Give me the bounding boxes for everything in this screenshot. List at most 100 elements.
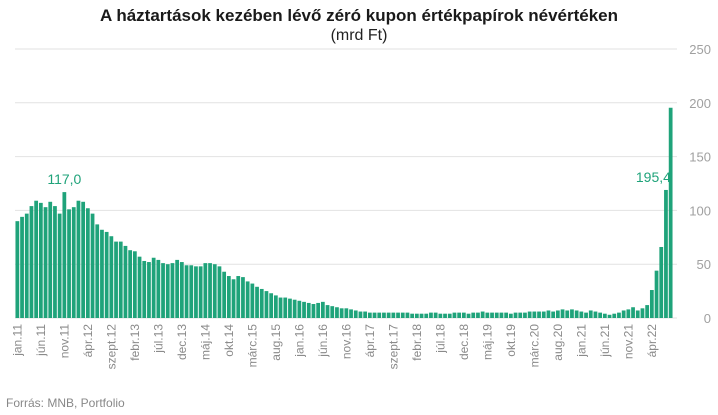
bar [490,312,494,318]
x-tick-label: dec.18 [457,324,471,360]
bar [527,311,532,318]
bar [104,231,109,318]
bar [95,224,100,318]
bar [81,201,86,318]
x-tick-label: szept.12 [104,324,118,370]
bar [443,313,447,318]
bar [344,308,349,318]
x-tick-label: nov.16 [339,324,353,359]
bar [76,200,81,318]
bar [367,312,372,318]
bar [236,276,241,318]
bar [363,311,368,318]
bar [306,302,311,318]
bar [565,310,570,318]
x-tick-label: máj.14 [198,324,212,360]
bar [494,312,499,318]
bar [170,263,175,318]
x-tick-label: aug.20 [551,324,565,361]
bar [62,192,67,318]
bar [288,298,292,318]
bar [212,264,217,318]
bar [132,251,137,318]
bar [424,313,429,318]
bar [659,246,664,318]
x-tick-label: jan.11 [10,324,24,357]
x-tick-label: aug.15 [269,324,283,361]
y-tick-label: 150 [689,150,711,165]
bar [480,311,485,318]
bar [20,216,24,318]
bar [668,107,673,318]
bar [405,312,410,318]
bar [391,312,396,318]
bar [283,297,288,318]
bar [118,241,123,318]
x-tick-label: szept.17 [386,324,400,370]
bar [241,277,245,318]
bar [508,313,513,318]
bar [142,260,147,318]
bar [466,313,471,318]
bar [645,305,650,318]
bar [29,206,34,318]
x-tick-label: ápr.22 [645,324,659,358]
x-tick-label: okt.19 [504,324,518,357]
bar [664,189,668,318]
x-tick-label: febr.13 [128,324,142,361]
bar [269,293,274,318]
bar [184,265,189,318]
bar [513,312,518,318]
bar [476,312,480,318]
bar [607,314,612,318]
bar [598,312,603,318]
bar [297,300,302,318]
x-tick-label: ápr.17 [363,324,377,358]
bar [100,229,104,318]
bar [198,266,203,318]
bar [649,290,654,318]
y-tick-label: 100 [689,203,711,218]
x-tick-label: júl.13 [151,324,165,354]
x-tick-label: febr.18 [410,324,424,361]
bar [147,262,151,318]
bar [151,257,156,318]
bar [485,312,490,318]
bar [372,312,377,318]
bar [123,245,128,318]
chart-title: A háztartások kezében lévő zéró kupon ér… [99,6,619,25]
bar [438,313,443,318]
bar [452,312,457,318]
bar [386,312,391,318]
bar [250,283,255,318]
bar [584,312,588,318]
bar [85,208,90,318]
bar [400,312,405,318]
bar [208,263,212,318]
bar [217,266,222,318]
bar [555,310,560,318]
bar [358,311,363,318]
bar [278,297,283,318]
bar [156,259,161,318]
bar [499,312,504,318]
bar [128,250,133,318]
y-tick-label: 200 [689,96,711,111]
bar [560,309,565,318]
bar [259,288,264,318]
bar [222,271,227,318]
x-tick-label: jan.16 [292,324,306,358]
bar [330,306,335,318]
bar [640,308,645,318]
bar [532,311,537,318]
bar [631,307,635,318]
x-tick-label: júl.18 [433,324,447,354]
bar [320,301,325,318]
bar [255,286,259,318]
bar [654,270,659,318]
y-tick-label: 0 [704,311,711,326]
bar [203,263,208,318]
bar [48,201,53,318]
x-tick-label: jún.21 [598,324,612,358]
